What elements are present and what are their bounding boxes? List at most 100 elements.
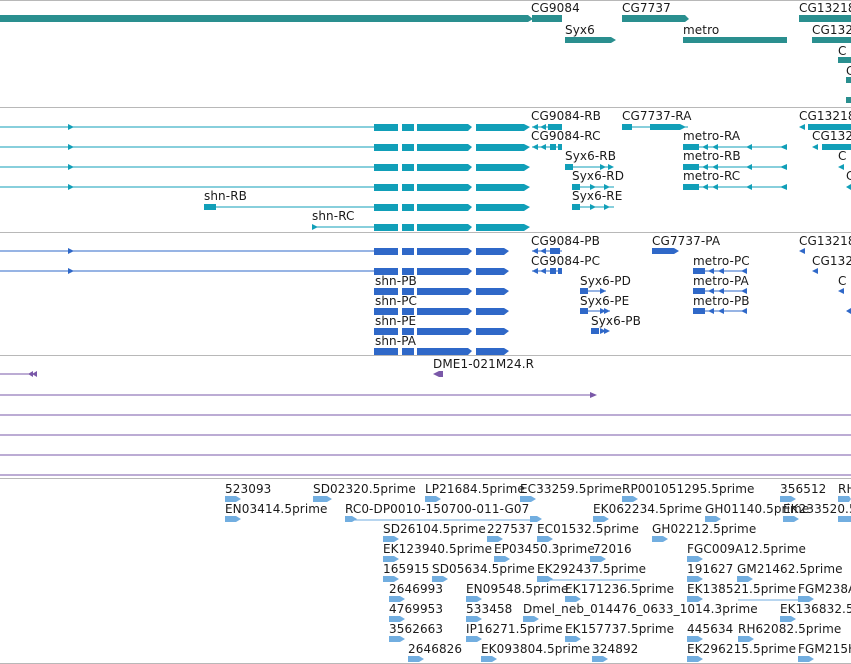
gene-label[interactable]: CG9084 xyxy=(531,1,580,15)
est-label[interactable]: EK062234.5prime xyxy=(593,502,703,516)
cds-label[interactable]: metro-PB xyxy=(693,294,750,308)
cds-label[interactable]: shn-PE xyxy=(375,314,417,328)
gene-label[interactable]: C xyxy=(838,44,847,58)
transcript-label[interactable]: C xyxy=(838,149,847,163)
gene-glyph-cg13218[interactable] xyxy=(799,15,851,22)
est-label[interactable]: Dmel_neb_014476_0633_1014.3prime xyxy=(523,602,758,616)
cds-label[interactable]: shn-PB xyxy=(375,274,417,288)
track-border xyxy=(0,355,851,356)
est-label[interactable]: 72016 xyxy=(593,542,632,556)
gene-glyph-cg132[interactable] xyxy=(812,37,851,43)
est-label[interactable]: RH xyxy=(838,482,851,496)
est-label[interactable]: GH02212.5prime xyxy=(652,522,757,536)
gene-label[interactable]: CG132 xyxy=(812,23,851,37)
gene-glyph-c1[interactable] xyxy=(838,57,851,63)
est-label[interactable]: SD02320.5prime xyxy=(313,482,416,496)
track-border xyxy=(0,0,851,1)
est-label[interactable]: 523093 xyxy=(225,482,272,496)
est-label[interactable]: EN09548.5prime xyxy=(466,582,569,596)
gene-label[interactable]: CG13218 xyxy=(799,1,851,15)
est-label[interactable]: IP16271.5prime xyxy=(466,622,563,636)
transcript-label[interactable]: CG9084-RB xyxy=(531,109,602,123)
gene-glyph-metro[interactable] xyxy=(683,37,787,43)
cds-label[interactable]: shn-PC xyxy=(375,294,418,308)
cds-label[interactable]: Syx6-PB xyxy=(591,314,641,328)
est-label[interactable]: 2646826 xyxy=(408,642,463,656)
est-label[interactable]: LP21684.5prime xyxy=(425,482,525,496)
transcript-label[interactable]: C xyxy=(846,169,851,183)
est-label[interactable]: 4769953 xyxy=(389,602,444,616)
gene-glyph-syx6[interactable] xyxy=(565,37,616,43)
transcript-label[interactable]: CG7737-RA xyxy=(622,109,692,123)
gene-glyph-c2[interactable] xyxy=(846,77,851,83)
cds-label[interactable]: metro-PC xyxy=(693,254,750,268)
cds-label[interactable]: CG9084-PC xyxy=(531,254,601,268)
est-label[interactable]: 3562663 xyxy=(389,622,444,636)
est-label[interactable]: EC33259.5prime xyxy=(520,482,622,496)
est-label[interactable]: FGC009A12.5prime xyxy=(687,542,806,556)
est-label[interactable]: RH62082.5prime xyxy=(738,622,842,636)
cds-label[interactable]: CG13218 xyxy=(799,234,851,248)
gene-glyph-cg7737[interactable] xyxy=(622,15,689,22)
est-label[interactable]: RC0-DP0010-150700-011-G07 xyxy=(345,502,530,516)
transcript-label[interactable]: CG9084-RC xyxy=(531,129,601,143)
cds-label[interactable]: Syx6-PD xyxy=(580,274,631,288)
est-label[interactable]: FGM215H xyxy=(798,642,851,656)
transcript-label[interactable]: shn-RC xyxy=(312,209,355,223)
transcript-label[interactable]: metro-RA xyxy=(683,129,741,143)
est-label[interactable]: EK093804.5prime xyxy=(481,642,591,656)
transcript-label[interactable]: CG132 xyxy=(812,129,851,143)
est-label[interactable]: EK157737.5prime xyxy=(565,622,675,636)
cds-label[interactable]: metro-PA xyxy=(693,274,749,288)
gene-label[interactable]: CG7737 xyxy=(622,1,671,15)
est-label[interactable]: EK136832.5 xyxy=(780,602,851,616)
est-label[interactable]: SD05634.5prime xyxy=(432,562,535,576)
transcript-label[interactable]: Syx6-RE xyxy=(572,189,623,203)
gene-glyph-c3[interactable] xyxy=(846,97,851,103)
est-label[interactable]: 227537 xyxy=(487,522,534,536)
est-label[interactable]: EK123940.5prime xyxy=(383,542,493,556)
gene-label[interactable]: metro xyxy=(683,23,720,37)
gene-glyph-shn[interactable] xyxy=(0,15,533,22)
alignment-glyph[interactable] xyxy=(433,371,443,377)
transcript-label[interactable]: metro-RB xyxy=(683,149,741,163)
est-label[interactable]: RP001051295.5prime xyxy=(622,482,755,496)
est-label[interactable]: EK292437.5prime xyxy=(537,562,647,576)
track-border xyxy=(0,232,851,233)
alignment-label[interactable]: DME1-021M24.R xyxy=(433,357,535,371)
cds-label[interactable]: CG132 xyxy=(812,254,851,268)
est-label[interactable]: 356512 xyxy=(780,482,827,496)
transcript-label[interactable]: shn-RB xyxy=(204,189,247,203)
est-label[interactable]: 533458 xyxy=(466,602,513,616)
cds-label[interactable]: shn-PA xyxy=(375,334,417,348)
gene-glyph-cg9084[interactable] xyxy=(532,15,562,22)
est-label[interactable]: 324892 xyxy=(592,642,639,656)
est-label[interactable]: 191627 xyxy=(687,562,734,576)
cds-label[interactable]: CG7737-PA xyxy=(652,234,721,248)
est-label[interactable]: GH01140.5prime xyxy=(705,502,810,516)
cds-label[interactable]: Syx6-PE xyxy=(580,294,630,308)
gene-label[interactable]: Syx6 xyxy=(565,23,595,37)
est-label[interactable]: EK296215.5prime xyxy=(687,642,797,656)
est-label[interactable]: 165915 xyxy=(383,562,430,576)
est-label[interactable]: SD26104.5prime xyxy=(383,522,486,536)
est-label[interactable]: FGM238A xyxy=(798,582,851,596)
transcript-label[interactable]: Syx6-RD xyxy=(572,169,625,183)
transcript-track-glyphs xyxy=(0,124,851,231)
transcript-label[interactable]: CG13218 xyxy=(799,109,851,123)
cds-label[interactable]: C xyxy=(838,274,847,288)
gene-label[interactable]: C xyxy=(846,64,851,78)
est-label[interactable]: GM21462.5prime xyxy=(737,562,843,576)
est-label[interactable]: EC01532.5prime xyxy=(537,522,639,536)
est-label[interactable]: EK233520.5 xyxy=(783,502,851,516)
est-label[interactable]: EK171236.5prime xyxy=(565,582,675,596)
transcript-label[interactable]: Syx6-RB xyxy=(565,149,617,163)
est-label[interactable]: 445634 xyxy=(687,622,734,636)
transcript-label[interactable]: metro-RC xyxy=(683,169,741,183)
est-label[interactable]: 2646993 xyxy=(389,582,444,596)
cds-label[interactable]: CG9084-PB xyxy=(531,234,600,248)
est-label[interactable]: EN03414.5prime xyxy=(225,502,328,516)
est-label[interactable]: EK138521.5prime xyxy=(687,582,797,596)
exon[interactable] xyxy=(374,124,398,131)
est-label[interactable]: EP03450.3prime xyxy=(494,542,595,556)
